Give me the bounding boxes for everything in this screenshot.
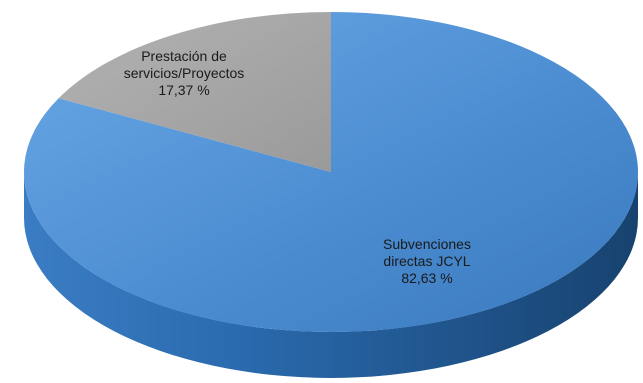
slice-label-prestacion: Prestación de servicios/Proyectos 17,37 … (104, 48, 264, 99)
slice-value-label: 17,37 % (158, 82, 210, 98)
slice-label-subvenciones: Subvenciones directas JCYL 82,63 % (357, 236, 497, 287)
pie-slice-0 (23, 12, 638, 332)
slice-label-line: servicios/Proyectos (123, 65, 245, 81)
slice-label-line: directas JCYL (383, 253, 471, 269)
pie-slice-1 (58, 12, 331, 172)
pie-slice-side-0 (24, 172, 638, 378)
slice-label-line: Prestación de (141, 48, 227, 64)
slice-value-label: 82,63 % (401, 270, 453, 286)
slice-label-line: Subvenciones (383, 236, 471, 252)
